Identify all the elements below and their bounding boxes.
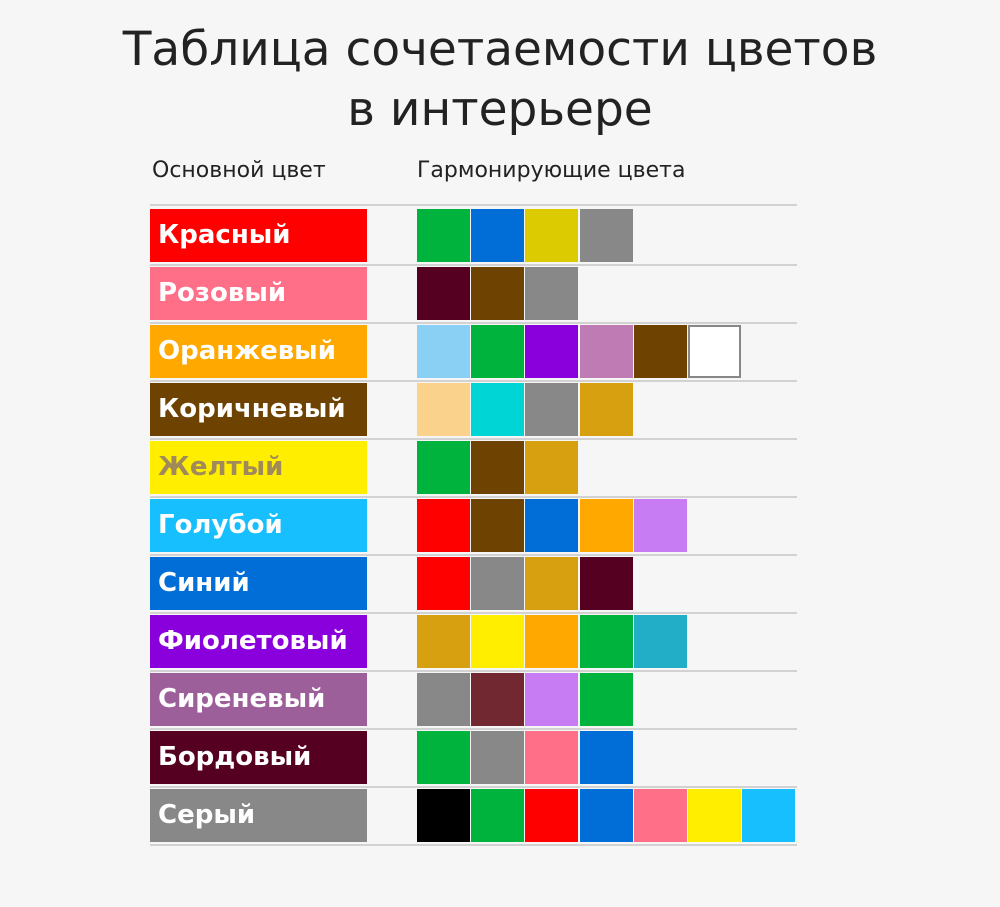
main-color-label: Оранжевый [150,325,367,378]
main-color-label: Бордовый [150,731,367,784]
harmonizing-swatch [580,383,633,436]
harmonizing-swatch [471,731,524,784]
table-row: Коричневый [150,383,800,437]
page-title-line-2: в интерьере [347,82,653,137]
main-color-label: Сиреневый [150,673,367,726]
harmonizing-swatch [471,673,524,726]
page-title-line-1: Таблица сочетаемости цветов [122,22,878,77]
column-header-main-color: Основной цвет [152,158,326,183]
column-header-harmonizing-colors: Гармонирующие цвета [417,158,686,183]
main-color-label: Розовый [150,267,367,320]
harmonizing-swatch [580,615,633,668]
harmonizing-swatch [580,209,633,262]
table-row: Оранжевый [150,325,800,379]
row-divider [150,786,797,788]
row-divider [150,554,797,556]
row-divider [150,612,797,614]
main-color-label: Фиолетовый [150,615,367,668]
harmonizing-swatch [688,325,741,378]
harmonizing-swatch [417,499,470,552]
harmonizing-swatch [417,557,470,610]
harmonizing-swatch [580,673,633,726]
harmonizing-swatch [580,499,633,552]
row-divider [150,264,797,266]
harmonizing-swatch [525,789,578,842]
main-color-label: Серый [150,789,367,842]
harmonizing-swatch [417,789,470,842]
harmonizing-swatch [471,557,524,610]
harmonizing-swatch [634,499,687,552]
harmonizing-swatch [417,731,470,784]
harmonizing-swatch [525,731,578,784]
row-divider [150,496,797,498]
harmonizing-swatch [471,383,524,436]
harmonizing-swatch [580,557,633,610]
row-divider [150,844,797,846]
table-row: Розовый [150,267,800,321]
harmonizing-swatch [525,325,578,378]
row-divider [150,670,797,672]
harmonizing-swatch [525,383,578,436]
harmonizing-swatch [417,441,470,494]
harmonizing-swatch [742,789,795,842]
table-row: Синий [150,557,800,611]
harmonizing-swatch [471,615,524,668]
harmonizing-swatch [417,267,470,320]
table-row: Бордовый [150,731,800,785]
table-row: Голубой [150,499,800,553]
harmonizing-swatch [634,615,687,668]
harmonizing-swatch [471,789,524,842]
harmonizing-swatch [634,325,687,378]
harmonizing-swatch [525,615,578,668]
harmonizing-swatch [471,209,524,262]
row-divider [150,204,797,206]
harmonizing-swatch [525,209,578,262]
main-color-label: Голубой [150,499,367,552]
row-divider [150,322,797,324]
harmonizing-swatch [688,789,741,842]
harmonizing-swatch [525,441,578,494]
harmonizing-swatch [417,209,470,262]
harmonizing-swatch [580,731,633,784]
table-row: Сиреневый [150,673,800,727]
harmonizing-swatch [471,441,524,494]
harmonizing-swatch [525,267,578,320]
table-row: Красный [150,209,800,263]
harmonizing-swatch [417,673,470,726]
harmonizing-swatch [525,557,578,610]
harmonizing-swatch [471,267,524,320]
harmonizing-swatch [525,673,578,726]
harmonizing-swatch [417,325,470,378]
harmonizing-swatch [525,499,578,552]
main-color-label: Красный [150,209,367,262]
harmonizing-swatch [471,499,524,552]
harmonizing-swatch [580,325,633,378]
row-divider [150,728,797,730]
harmonizing-swatch [471,325,524,378]
row-divider [150,438,797,440]
harmonizing-swatch [417,383,470,436]
harmonizing-swatch [417,615,470,668]
table-row: Серый [150,789,800,843]
row-divider [150,380,797,382]
harmonizing-swatch [580,789,633,842]
main-color-label: Синий [150,557,367,610]
table-row: Желтый [150,441,800,495]
main-color-label: Коричневый [150,383,367,436]
harmonizing-swatch [634,789,687,842]
main-color-label: Желтый [150,441,367,494]
table-row: Фиолетовый [150,615,800,669]
